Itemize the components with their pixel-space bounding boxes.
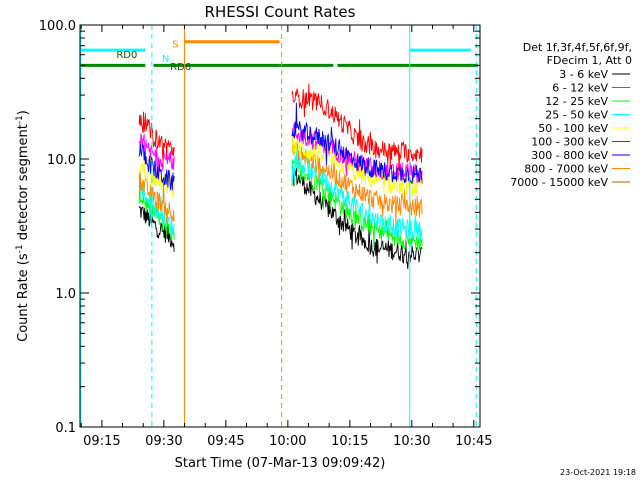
series-3-segment-1 xyxy=(138,180,175,235)
series-5 xyxy=(138,83,423,175)
series-5-segment-2 xyxy=(291,83,423,175)
plot-data-group xyxy=(138,83,423,269)
y-tick-label-3: 100.0 xyxy=(39,19,76,34)
legend-header-line-1: Det 1f,3f,4f,5f,6f,9f, xyxy=(523,41,632,54)
series-7-segment-2 xyxy=(291,140,423,224)
x-tick-label-2: 09:45 xyxy=(207,434,244,449)
series-0-segment-2 xyxy=(291,165,423,269)
legend-entry-3: 25 - 50 keV xyxy=(545,109,608,122)
x-tick-label-0: 09:15 xyxy=(83,434,120,449)
flag-label-N: N xyxy=(162,54,169,65)
flag-label-RD6: RD6 xyxy=(170,62,191,73)
legend-entry-1: 6 - 12 keV xyxy=(552,82,608,95)
y-tick-label-2: 10.0 xyxy=(47,153,76,168)
series-7 xyxy=(138,140,423,224)
legend-entry-2: 12 - 25 keV xyxy=(545,95,608,108)
series-4-segment-2 xyxy=(291,128,423,197)
flag-label-S: S xyxy=(172,39,178,50)
series-6-segment-2 xyxy=(291,102,423,185)
legend-entry-7: 800 - 7000 keV xyxy=(524,163,608,176)
series-3-segment-2 xyxy=(291,145,423,241)
flag-label-RD0: RD0 xyxy=(116,50,137,61)
series-0-segment-1 xyxy=(138,206,175,252)
x-tick-label-5: 10:30 xyxy=(393,434,430,449)
series-6 xyxy=(138,102,423,191)
y-axis-label-tail: detector segment xyxy=(16,124,31,244)
x-tick-label-3: 10:00 xyxy=(269,434,306,449)
series-5-segment-1 xyxy=(138,111,175,162)
series-0 xyxy=(138,165,423,269)
y-axis-label-end: ) xyxy=(16,110,31,115)
series-2-segment-2 xyxy=(291,156,423,251)
series-7-segment-1 xyxy=(138,171,175,223)
y-tick-label-1: 1.0 xyxy=(55,287,76,302)
x-tick-label-4: 10:15 xyxy=(331,434,368,449)
series-6-segment-1 xyxy=(138,143,175,191)
legend-entry-4: 50 - 100 keV xyxy=(538,122,608,135)
y-axis-label-main: Count Rate (s xyxy=(16,253,31,342)
plot-frame xyxy=(79,24,481,428)
x-tick-label-1: 09:30 xyxy=(145,434,182,449)
y-tick-label-0: 0.1 xyxy=(55,421,76,436)
y-axis-label: Count Rate (s-1 detector segment-1) xyxy=(15,110,31,342)
vertical-marker-group xyxy=(80,25,477,427)
x-axis: 09:15 09:30 09:45 10:00 10:15 10:30 10:45 xyxy=(80,25,493,449)
legend-entry-5: 100 - 300 keV xyxy=(531,136,608,149)
legend-header-line-2: FDecim 1, Att 0 xyxy=(547,54,632,67)
y-axis-label-sup-2: -1 xyxy=(15,115,25,124)
legend-entry-0: 3 - 6 keV xyxy=(559,68,608,81)
y-axis: 0.1 1.0 10.0 100.0 xyxy=(39,19,480,436)
x-tick-label-6: 10:45 xyxy=(455,434,492,449)
footer-timestamp: 23-Oct-2021 19:18 xyxy=(560,468,636,477)
y-axis-label-sup: -1 xyxy=(15,244,25,253)
series-3 xyxy=(138,145,423,241)
legend-entry-8: 7000 - 15000 keV xyxy=(510,176,608,189)
legend-entry-6: 300 - 800 keV xyxy=(531,149,608,162)
chart-title: RHESSI Count Rates xyxy=(205,3,356,21)
legend: Det 1f,3f,4f,5f,6f,9f, FDecim 1, Att 0 3… xyxy=(510,41,632,189)
x-axis-label: Start Time (07-Mar-13 09:09:42) xyxy=(175,456,386,471)
